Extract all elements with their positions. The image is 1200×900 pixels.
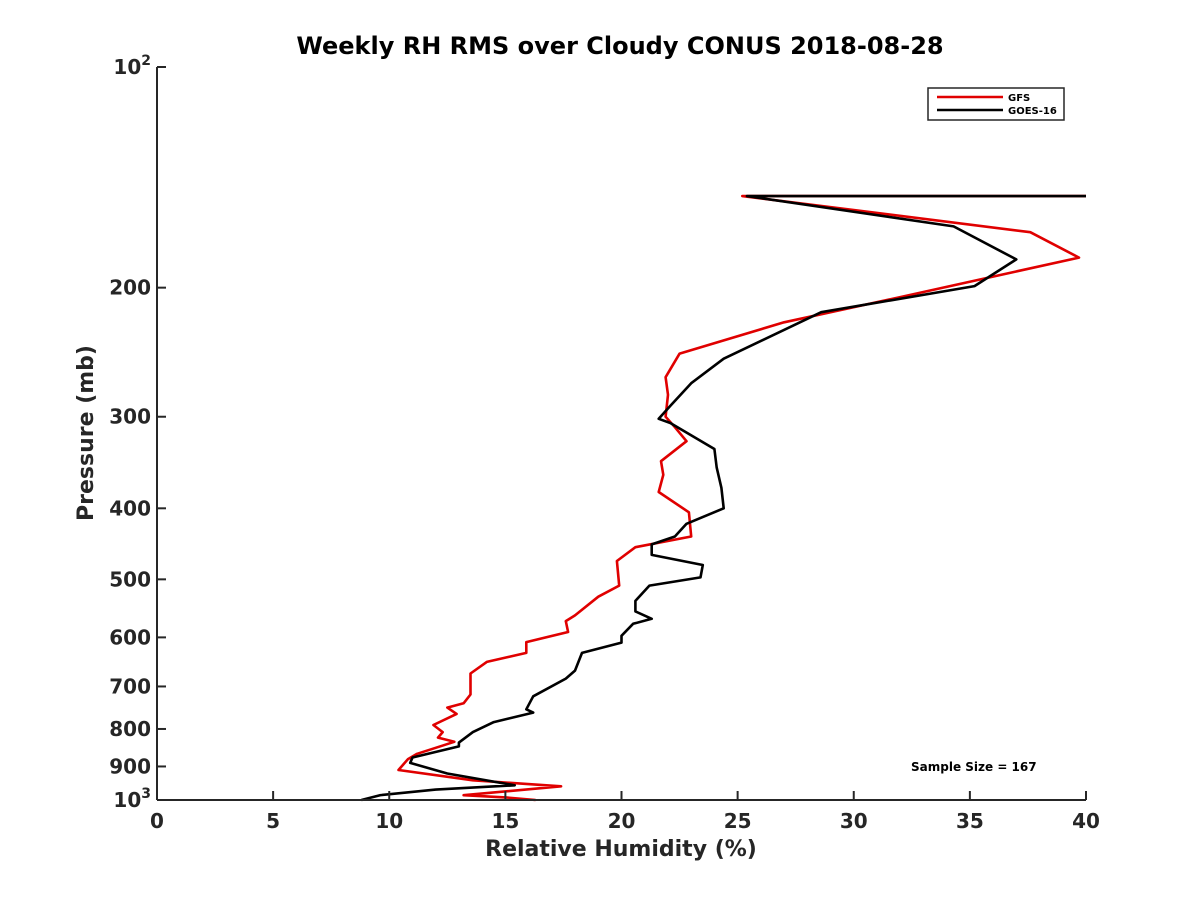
sample-size-annotation: Sample Size = 167 — [911, 760, 1037, 774]
legend-label-gfs: GFS — [1008, 93, 1030, 104]
x-tick-label: 5 — [266, 809, 280, 833]
y-tick-label: 103 — [113, 786, 151, 812]
x-tick-label: 30 — [840, 809, 868, 833]
y-tick-label: 500 — [109, 567, 151, 591]
y-tick-label: 800 — [109, 717, 151, 741]
series-line-gfs — [397, 194, 1086, 802]
legend-label-goes16: GOES-16 — [1008, 106, 1057, 117]
y-tick-label: 300 — [109, 405, 151, 429]
y-tick-label: 200 — [109, 276, 151, 300]
series-line-goes16 — [361, 194, 1086, 802]
x-tick-label: 20 — [608, 809, 636, 833]
y-tick-label: 400 — [109, 496, 151, 520]
x-tick-label: 40 — [1072, 809, 1100, 833]
y-axis-label: Pressure (mb) — [74, 345, 99, 521]
y-axis-ticks: 102 200 300 400 500 600 700 800 900 103 — [109, 53, 166, 812]
x-tick-label: 25 — [724, 809, 752, 833]
y-tick-label: 102 — [113, 53, 151, 79]
y-tick-label: 700 — [109, 674, 151, 698]
y-tick-label: 600 — [109, 625, 151, 649]
x-tick-label: 35 — [956, 809, 984, 833]
x-tick-label: 15 — [491, 809, 519, 833]
x-axis-label: Relative Humidity (%) — [485, 837, 757, 862]
x-axis-ticks: 0 5 10 15 20 25 30 35 40 — [150, 791, 1100, 833]
x-tick-label: 10 — [375, 809, 403, 833]
legend: GFS GOES-16 — [927, 87, 1065, 121]
series-group — [361, 194, 1086, 802]
chart-title: Weekly RH RMS over Cloudy CONUS 2018-08-… — [296, 32, 943, 60]
y-tick-label: 900 — [109, 754, 151, 778]
legend-box — [927, 87, 1065, 121]
x-tick-label: 0 — [150, 809, 164, 833]
